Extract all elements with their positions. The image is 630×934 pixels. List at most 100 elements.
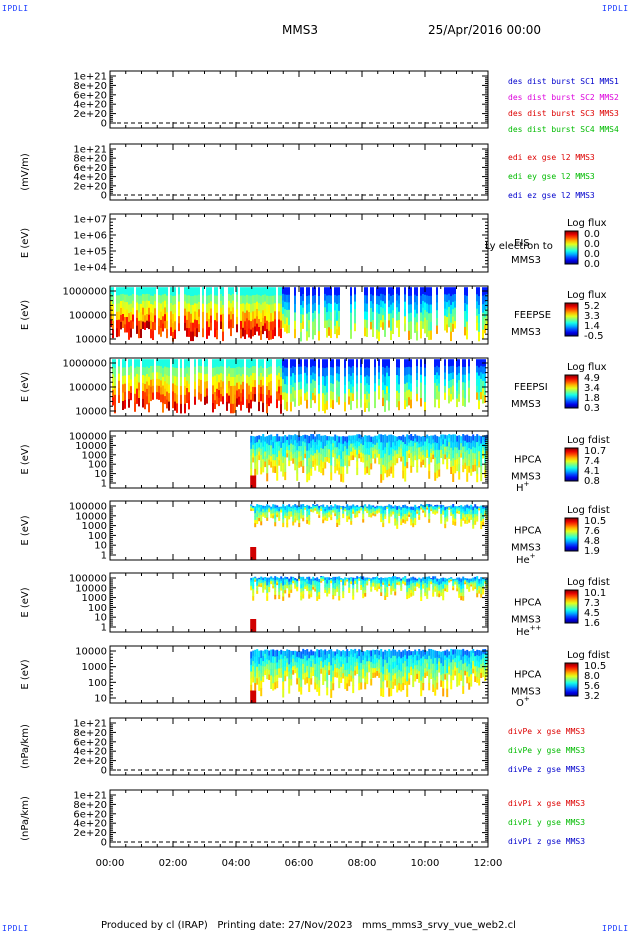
spectrogram-cell — [402, 442, 405, 450]
spectrogram-cell — [372, 654, 375, 660]
spectrogram-cell — [348, 516, 351, 520]
spectrogram-cell — [128, 399, 130, 408]
spectrogram-cell — [310, 661, 313, 668]
spectrogram-cell — [476, 506, 479, 510]
spectrogram-cell — [346, 512, 349, 517]
spectrogram-cell — [366, 320, 368, 329]
spectrogram-cell — [296, 656, 299, 663]
spectrogram-cell — [390, 585, 393, 590]
spectrogram-cell — [338, 576, 341, 581]
spectrogram-cell — [294, 518, 297, 523]
spectrogram-cell — [146, 359, 148, 368]
spectrogram-cell — [338, 366, 340, 375]
spectrogram-cell — [396, 441, 399, 446]
spectrogram-cell — [240, 384, 242, 394]
spectrogram-cell — [384, 674, 387, 681]
spectrogram-cell — [420, 461, 423, 468]
spectrogram-cell — [286, 580, 289, 583]
spectrogram-cell — [378, 304, 380, 315]
spectrogram-cell — [476, 465, 479, 475]
y-tick-label: 8e+20 — [73, 154, 107, 165]
spectrogram-cell — [466, 585, 469, 588]
spectrogram-cell — [256, 660, 259, 668]
spectrogram-cell — [268, 582, 271, 586]
spectrogram-cell — [366, 506, 369, 509]
spectrogram-cell — [378, 453, 381, 460]
spectrogram-cell — [266, 287, 268, 297]
spectrogram-cell — [278, 659, 281, 665]
spectrogram-cell — [240, 295, 242, 305]
spectrogram-cell — [140, 329, 142, 338]
spectrogram-cell — [304, 578, 307, 581]
spectrogram-cell — [462, 588, 465, 593]
spectrogram-cell — [272, 448, 275, 455]
spectrogram-cell — [472, 587, 475, 591]
spectrogram-cell — [318, 657, 321, 666]
spectrogram-cell — [296, 584, 299, 588]
spectrogram-cell — [446, 511, 449, 515]
spectrogram-cell — [176, 359, 178, 369]
spectrogram-cell — [286, 439, 289, 444]
spectrogram-cell — [434, 506, 437, 509]
spectrogram-cell — [360, 367, 362, 376]
spectrogram-cell — [420, 366, 422, 376]
spectrogram-cell — [444, 506, 447, 511]
spectrogram-cell — [228, 381, 230, 389]
spectrogram-cell — [284, 294, 286, 303]
spectrogram-cell — [336, 586, 339, 590]
spectrogram-cell — [282, 592, 285, 598]
spectrogram-cell — [250, 658, 253, 666]
spectrogram-cell — [398, 295, 400, 305]
spectrogram-cell — [118, 395, 120, 403]
spectrogram-cell — [382, 359, 384, 368]
spectrogram-cell — [414, 324, 416, 333]
spectrogram-cell — [444, 294, 446, 302]
spectrogram-cell — [252, 505, 255, 508]
spectrogram-cell — [480, 593, 483, 598]
spectrogram-cell — [252, 581, 255, 586]
spectrogram-cell — [318, 465, 321, 472]
spectrogram-cell — [334, 434, 337, 442]
spectrogram-cell — [478, 507, 481, 509]
spectrogram-cell — [422, 586, 425, 589]
spectrogram-cell — [420, 596, 423, 601]
spectrogram-cell — [372, 511, 375, 514]
spectrogram-cell — [482, 515, 485, 520]
spectrogram-cell — [278, 511, 281, 515]
spectrogram-cell — [288, 657, 291, 665]
spectrogram-cell — [306, 435, 309, 444]
spectrogram-cell — [198, 294, 200, 303]
spectrogram-cell — [388, 434, 391, 443]
spectrogram-cell — [332, 595, 335, 600]
spectrogram-cell — [438, 587, 441, 592]
spectrogram-cell — [452, 392, 454, 400]
spectrogram-cell — [448, 381, 450, 389]
spectrogram-cell — [434, 382, 436, 392]
spectrogram-cell — [430, 579, 433, 581]
spectrogram-cell — [470, 455, 473, 463]
spectrogram-cell — [358, 510, 361, 513]
spectrogram-cell — [444, 379, 446, 387]
spectrogram-cell — [312, 455, 315, 462]
spectrogram-cell — [338, 508, 341, 513]
spectrogram-cell — [284, 508, 287, 511]
spectrogram-cell — [250, 367, 252, 376]
spectrogram-cell — [122, 293, 124, 302]
spectrogram-cell — [300, 576, 303, 582]
spectrogram-cell — [222, 374, 224, 382]
spectrogram-cell — [468, 466, 471, 473]
spectrogram-cell — [404, 504, 407, 509]
spectrogram-cell — [394, 450, 397, 456]
spectrogram-cell — [312, 313, 314, 323]
spectrogram-cell — [130, 287, 132, 297]
spectrogram-cell — [352, 584, 355, 589]
spectrogram-cell — [358, 579, 361, 581]
spectrogram-cell — [252, 359, 254, 367]
spectrogram-cell — [284, 457, 287, 466]
spectrogram-cell — [310, 509, 313, 511]
spectrogram-cell — [216, 312, 218, 322]
spectrogram-cell — [302, 504, 305, 508]
spectrogram-cell — [136, 373, 138, 382]
spectrogram-cell — [204, 359, 206, 368]
spectrogram-cell — [414, 446, 417, 452]
